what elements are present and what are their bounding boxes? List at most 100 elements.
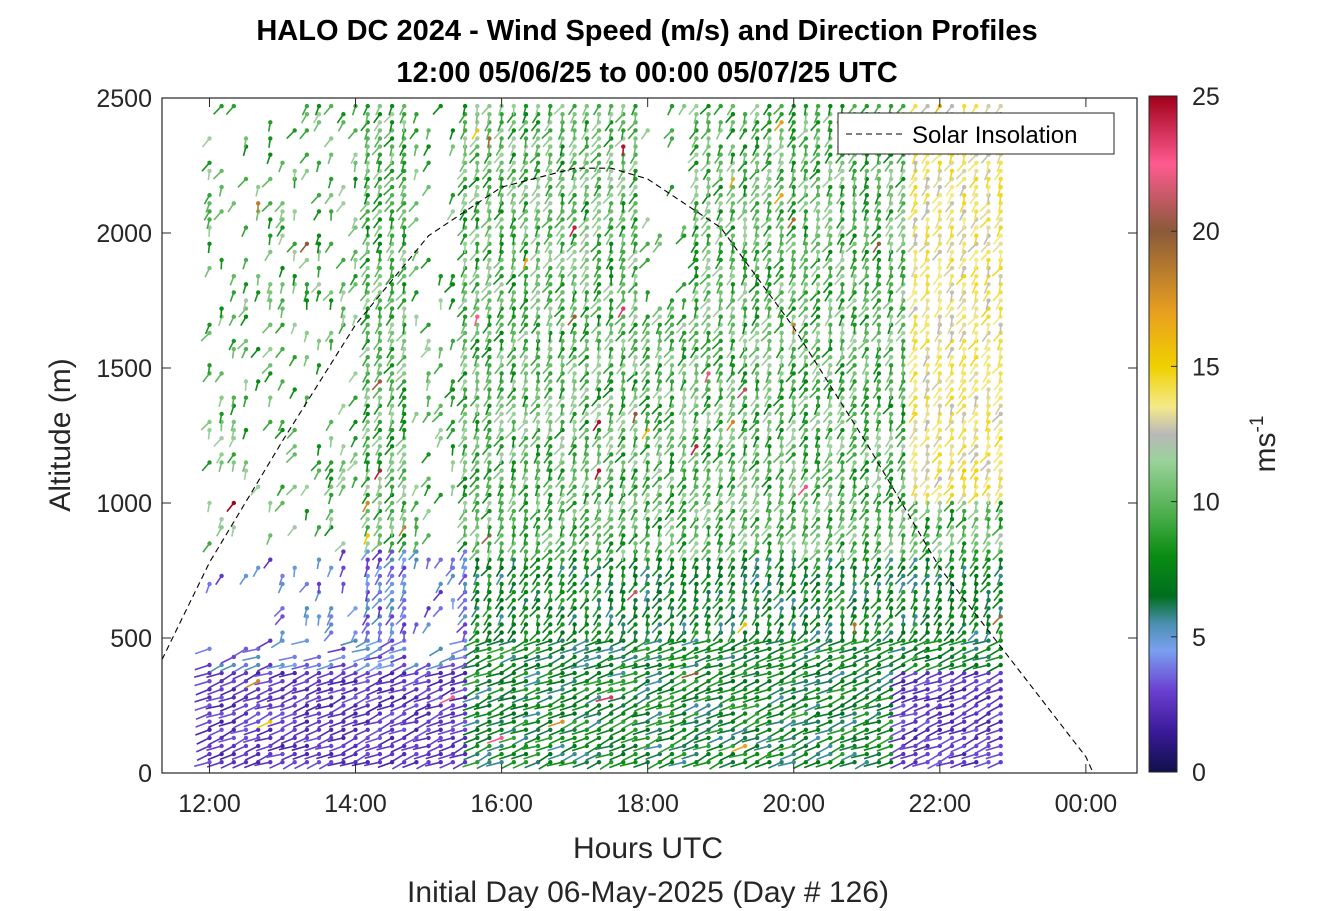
wind-barb [206,743,224,752]
wind-barb [219,257,224,270]
wind-barb [204,322,212,335]
wind-barb [205,581,212,594]
wind-barb [219,751,236,761]
x-tick-label: 18:00 [616,790,679,818]
colorbar-tick-label: 15 [1192,353,1220,381]
wind-barb [232,743,249,753]
y-tick-label: 2500 [96,85,152,113]
wind-barb [215,573,224,586]
wind-barb [200,330,212,342]
wind-barb [207,751,224,761]
y-tick-label: 500 [110,625,152,653]
wind-barb [231,346,236,359]
wind-barb [194,646,212,655]
wind-barbs [193,103,1003,770]
colorbar-tick-label: 20 [1192,218,1220,246]
wind-barb [194,695,212,703]
wind-barb [196,751,212,762]
x-tick-label: 00:00 [1055,790,1118,818]
wind-barb [215,525,224,537]
wind-barb [213,103,224,115]
y-tick-label: 0 [138,760,152,788]
wind-barb [227,452,236,464]
y-axis-label: Altitude (m) [44,358,77,511]
wind-barb [193,760,212,768]
wind-barb [218,184,224,197]
wind-barb [225,103,236,116]
wind-barb [234,646,249,657]
wind-barb [204,265,212,278]
y-tick-label: 1000 [96,490,152,518]
wind-barb [207,427,212,440]
wind-barb [231,460,236,472]
wind-barb [214,371,224,383]
wind-barb [229,290,236,302]
wind-barb [218,695,236,703]
wind-barb [233,662,249,673]
wind-barb [230,419,236,432]
y-tick-label: 2000 [96,220,152,248]
wind-barb [228,314,236,327]
colorbar-label-unit: ms [1249,432,1282,472]
x-tick-label: 22:00 [909,790,972,818]
wind-barb [218,460,224,472]
wind-barb [218,395,224,408]
wind-barb [241,225,249,238]
wind-barb [242,282,249,294]
colorbar-tick-label: 25 [1192,83,1220,111]
wind-barb [242,427,249,440]
wind-barb [230,727,249,735]
wind-barb [231,751,249,761]
wind-barb [194,662,212,671]
y-tick-label: 1500 [96,355,152,383]
wind-barb [203,193,212,205]
wind-barb [207,687,224,696]
wind-barb [219,679,236,688]
wind-barb [229,274,236,286]
chart-title: HALO DC 2024 - Wind Speed (m/s) and Dire… [256,15,1037,47]
chart-subtitle: 12:00 05/06/25 to 00:00 05/07/25 UTC [396,57,897,89]
wind-barb [241,346,249,359]
colorbar-gradient [1149,96,1177,772]
wind-barb [213,436,224,448]
x-tick-label: 12:00 [178,790,241,818]
colorbar-label-exponent: -1 [1247,416,1268,433]
wind-barb [227,201,236,213]
wind-barb [205,695,224,702]
wind-barb [220,760,236,769]
colorbar-tick-label: 0 [1192,759,1206,787]
wind-barb [218,735,236,743]
wind-barb [207,241,212,254]
wind-barb [232,760,249,769]
wind-barb [231,525,236,537]
wind-barb [207,363,212,375]
wind-barb [219,306,224,318]
x-tick-label: 20:00 [762,790,825,818]
wind-barb [206,217,212,229]
wind-barb [195,727,212,736]
wind-barb [195,743,212,753]
wind-barb [241,460,249,472]
wind-barb [242,257,249,270]
wind-barb [219,411,224,424]
wind-barb [234,735,249,746]
wind-barb [243,379,249,391]
wind-barb [207,168,212,181]
wind-barb [242,298,249,311]
wind-barb [243,395,249,408]
wind-barb [200,419,212,431]
wind-barb [226,500,236,513]
wind-barb [202,541,212,553]
wind-barb [201,160,212,172]
legend-solar-label: Solar Insolation [912,122,1077,149]
wind-barb [217,517,224,529]
colorbar-tick-label: 5 [1192,624,1206,652]
wind-barb [206,670,224,679]
legend: Solar Insolation [837,112,1115,155]
wind-barb [222,727,236,738]
wind-barb [194,679,212,687]
wind-barb [232,687,249,697]
x-tick-label: 16:00 [470,790,533,818]
colorbar-tick-label: 10 [1192,489,1220,517]
wind-barb [219,703,236,712]
